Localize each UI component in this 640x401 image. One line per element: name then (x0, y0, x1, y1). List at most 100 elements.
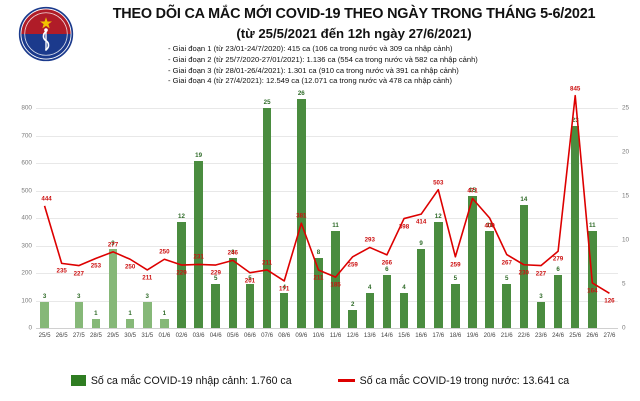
legend-item-domestic: Số ca mắc COVID-19 trong nước: 13.641 ca (337, 374, 570, 387)
bar-value-label: 4 (402, 283, 406, 291)
x-axis-tick-26-6: 26/6 (586, 332, 599, 339)
chart-legend: Số ca mắc COVID-19 nhập cảnh: 1.760 ca S… (0, 360, 640, 401)
bar-imported-23-6 (536, 301, 546, 328)
line-value-label: 845 (570, 85, 581, 93)
line-value-label: 279 (552, 255, 564, 263)
bar-imported-25-5 (40, 301, 49, 328)
bar-value-label: 5 (453, 275, 458, 282)
bar-value-label: 25 (263, 99, 271, 106)
y-axis-left-tick: 500 (21, 187, 32, 194)
bar-imported-07-6 (262, 108, 272, 328)
x-axis-tick-29-5: 29/5 (107, 332, 119, 339)
y-axis-left-tick: 100 (21, 297, 32, 304)
bar-value-label: 14 (520, 195, 528, 203)
line-value-label: 171 (279, 285, 290, 293)
x-axis-tick-11-6: 11/6 (329, 332, 342, 339)
phase-summary-list: - Giai đoạn 1 (từ 23/01-24/7/2020): 415 … (168, 44, 638, 87)
line-value-label: 444 (41, 195, 52, 203)
bar-imported-22-6 (519, 204, 529, 328)
phase-item-4: - Giai đoạn 4 (từ 27/4/2021): 12.549 ca … (168, 76, 453, 86)
bar-imported-02-6 (177, 222, 186, 328)
line-value-label: 259 (347, 261, 358, 269)
bar-value-label: 5 (214, 275, 218, 282)
bar-imported-21-6 (502, 284, 511, 328)
line-value-label: 235 (56, 267, 67, 275)
bar-value-label: 6 (556, 266, 560, 274)
bar-value-label: 11 (589, 222, 596, 230)
infographic-header: THEO DÕI CA MẮC MỚI COVID-19 THEO NGÀY T… (0, 0, 640, 100)
x-axis-tick-25-6: 25/6 (569, 332, 582, 339)
x-axis-tick-19-6: 19/6 (466, 332, 479, 339)
x-axis-tick-27-5: 27/5 (72, 332, 85, 339)
x-axis-tick-27-6: 27/6 (603, 332, 616, 339)
y-axis-left-tick: 700 (21, 132, 32, 139)
line-value-label: 211 (313, 274, 324, 282)
bar-value-label: 3 (77, 292, 81, 300)
phase-item-3: - Giai đoạn 3 (từ 28/01-26/4/2021): 1.30… (168, 65, 459, 75)
line-value-label: 266 (381, 259, 393, 267)
x-axis-tick-26-5: 26/5 (55, 332, 68, 339)
bar-value-label: 9 (419, 239, 423, 247)
y-axis-left-tick: 800 (21, 104, 32, 112)
gridline (36, 328, 618, 329)
bar-value-label: 2 (350, 301, 355, 309)
bar-value-label: 8 (231, 248, 235, 256)
bar-value-label: 8 (316, 248, 321, 256)
x-axis-tick-13-6: 13/6 (363, 332, 376, 339)
bar-value-label: 4 (282, 283, 286, 291)
line-value-label: 398 (398, 223, 410, 231)
bar-value-label: 3 (539, 292, 543, 300)
gridline (36, 300, 618, 302)
bar-imported-29-5 (108, 248, 118, 328)
page-subtitle: (từ 25/5/2021 đến 12h ngày 27/6/2021) (236, 25, 472, 41)
line-value-label: 293 (364, 236, 375, 244)
y-axis-right-tick: 15 (622, 192, 630, 200)
bar-value-label: 26 (297, 90, 305, 98)
bar-value-label: 1 (162, 310, 167, 318)
line-value-label: 267 (501, 259, 512, 267)
domestic-cases-line (43, 94, 610, 295)
gridline (36, 218, 618, 219)
line-value-label: 126 (604, 297, 615, 305)
line-value-label: 250 (159, 248, 170, 256)
x-axis-tick-08-6: 08/6 (278, 332, 291, 339)
gridline (36, 245, 618, 247)
bar-value-label: 15 (469, 187, 476, 194)
bar-value-label: 23 (571, 116, 579, 124)
bar-imported-28-5 (91, 319, 101, 328)
legend-label-domestic: Số ca mắc COVID-19 trong nước: 13.641 ca (359, 374, 570, 387)
y-axis-left-tick: 0 (28, 324, 32, 332)
line-value-label: 201 (244, 277, 256, 285)
y-axis-left-tick: 400 (21, 214, 32, 222)
x-axis-tick-10-6: 10/6 (312, 332, 325, 339)
bar-value-label: 5 (248, 275, 252, 282)
legend-line-swatch-icon (337, 379, 355, 382)
x-axis-tick-06-6: 06/6 (244, 332, 256, 339)
line-value-label: 259 (450, 261, 461, 269)
line-value-label: 211 (262, 259, 273, 267)
bar-imported-31-5 (142, 301, 152, 328)
bar-imported-15-6 (399, 292, 409, 328)
x-axis-tick-31-5: 31/5 (141, 332, 154, 339)
line-value-label: 503 (433, 179, 444, 187)
bar-value-label: 5 (505, 275, 509, 282)
bar-value-label: 12 (178, 213, 185, 221)
bar-series-imported: 3 3 1 9 1 3 1 12 19 5 8 5 25 4 26 8 11 2 4 6 4 9 12 5 15 11 5 14 3 6 2… (36, 90, 618, 328)
bar-value-label: 9 (111, 239, 115, 247)
bar-imported-18-6 (451, 284, 460, 328)
bar-imported-19-6 (468, 196, 477, 328)
line-value-label: 229 (210, 269, 221, 277)
x-axis-tick-05-6: 05/6 (226, 332, 239, 339)
line-value-label: 277 (107, 241, 119, 249)
line-value-label: 414 (415, 218, 427, 226)
y-axis-right-tick: 25 (622, 104, 630, 112)
bar-value-label: 3 (42, 292, 47, 300)
bar-value-label: 19 (195, 151, 203, 159)
x-axis-tick-20-6: 20/6 (483, 332, 496, 339)
gridline (36, 163, 618, 164)
bar-imported-14-6 (382, 275, 392, 328)
page-title: THEO DÕI CA MẮC MỚI COVID-19 THEO NGÀY T… (112, 6, 596, 22)
x-axis-tick-14-6: 14/6 (380, 332, 393, 339)
legend-label-imported: Số ca mắc COVID-19 nhập cảnh: 1.760 ca (90, 374, 292, 387)
